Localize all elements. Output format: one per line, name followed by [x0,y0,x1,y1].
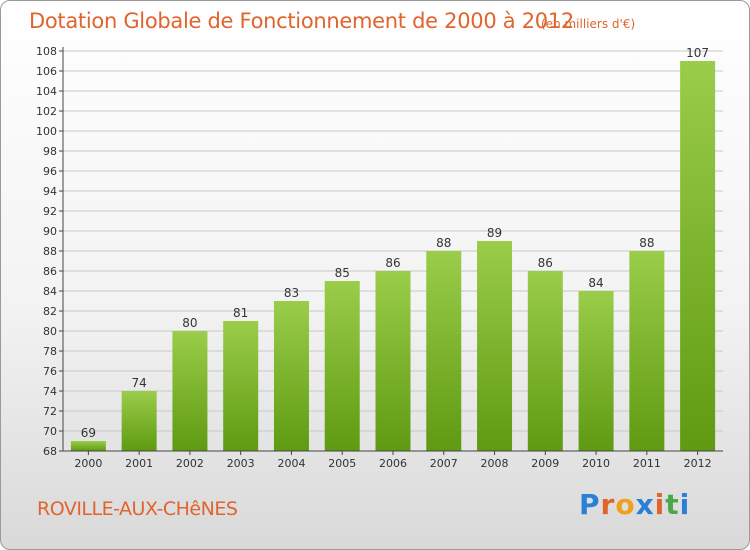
x-tick-label: 2012 [684,457,712,470]
bar [578,291,614,451]
bar-value-label: 83 [284,286,299,300]
bar [324,281,360,451]
y-tick-label: 80 [43,325,57,338]
bar-value-label: 86 [538,256,553,270]
logo-letter: P [579,488,601,521]
y-tick-label: 90 [43,225,57,238]
bar-value-label: 85 [335,266,350,280]
bar-value-label: 86 [385,256,400,270]
chart-title: Dotation Globale de Fonctionnement de 20… [29,9,574,33]
x-tick-label: 2002 [176,457,204,470]
x-tick-label: 2011 [633,457,661,470]
y-tick-label: 68 [43,445,57,458]
bar-value-label: 84 [588,276,603,290]
y-tick-label: 72 [43,405,57,418]
y-tick-label: 76 [43,365,57,378]
proxiti-logo: Proxiti [579,488,690,521]
y-tick-label: 86 [43,265,57,278]
bar [477,241,513,451]
y-tick-label: 92 [43,205,57,218]
y-tick-label: 84 [43,285,57,298]
y-tick-label: 74 [43,385,57,398]
bar [629,251,665,451]
bar [375,271,411,451]
bar-value-label: 89 [487,226,502,240]
chart-unit-label: (en milliers d'€) [541,17,636,31]
logo-letter: i [654,488,666,521]
y-tick-label: 108 [36,45,57,58]
bar [680,61,716,451]
x-tick-label: 2001 [125,457,153,470]
x-tick-label: 2003 [227,457,255,470]
bars: 69 74 80 81 83 85 86 88 89 86 84 88 107 [70,46,716,451]
bar-value-label: 107 [686,46,709,60]
x-tick-label: 2005 [328,457,356,470]
x-tick-label: 2006 [379,457,407,470]
x-tick-label: 2010 [582,457,610,470]
bar [121,391,157,451]
bar-value-label: 74 [132,376,147,390]
bar-value-label: 88 [436,236,451,250]
bar [172,331,208,451]
y-tick-label: 106 [36,65,57,78]
y-tick-label: 104 [36,85,57,98]
logo-letter: i [679,488,691,521]
bar-value-label: 69 [81,426,96,440]
x-tick-label: 2009 [531,457,559,470]
logo-letter: t [665,488,680,521]
logo-letter: r [600,488,616,521]
axes: 68 70 72 74 76 78 80 82 84 86 88 90 92 94 96 98 100 102 10… [36,45,723,470]
logo-letter: o [615,488,636,521]
bar-value-label: 80 [182,316,197,330]
y-tick-label: 82 [43,305,57,318]
logo-letter: x [635,488,655,521]
bar-value-label: 81 [233,306,248,320]
y-tick-label: 98 [43,145,57,158]
y-tick-label: 100 [36,125,57,138]
y-tick-label: 96 [43,165,57,178]
y-tick-label: 102 [36,105,57,118]
bar-value-label: 88 [639,236,654,250]
commune-name: ROVILLE-AUX-CHêNES [37,498,238,520]
bar [273,301,309,451]
x-tick-label: 2008 [481,457,509,470]
y-tick-label: 88 [43,245,57,258]
bar [527,271,563,451]
bar [223,321,259,451]
bar [426,251,462,451]
x-tick-label: 2000 [74,457,102,470]
y-tick-label: 70 [43,425,57,438]
y-tick-label: 78 [43,345,57,358]
x-tick-label: 2004 [277,457,305,470]
x-tick-label: 2007 [430,457,458,470]
bar [70,441,106,451]
y-tick-label: 94 [43,185,57,198]
